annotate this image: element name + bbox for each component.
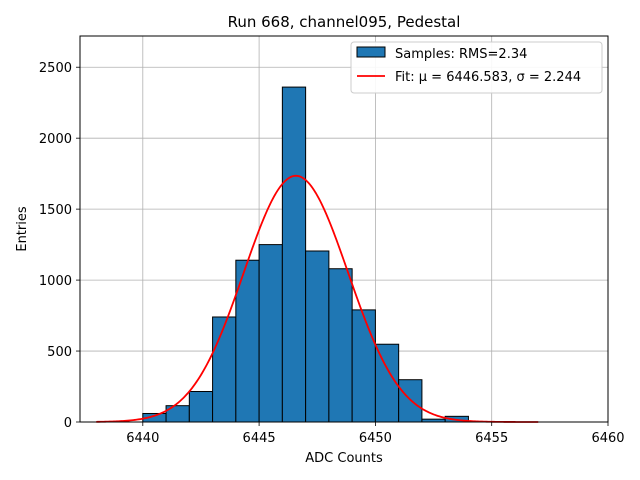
y-tick-label: 500 (47, 345, 72, 360)
histogram-bar (351, 309, 376, 423)
x-axis-ticks: 6440 6445 6450 6455 6460 (126, 422, 625, 446)
legend: Samples: RMS=2.34 Fit: μ = 6446.583, σ =… (350, 41, 603, 94)
fit-curve (96, 174, 539, 423)
fit-curve-group (96, 174, 539, 423)
legend-fit-prefix: Fit: (395, 70, 419, 85)
x-tick-label: 6440 (126, 431, 159, 446)
histogram-bars (142, 86, 469, 423)
histogram-bar (258, 244, 283, 423)
legend-fit-mu: μ = 6446.583 (419, 70, 508, 85)
x-tick-label: 6450 (359, 431, 392, 446)
legend-fit-sigma: σ = 2.244 (517, 70, 582, 85)
chart-title: Run 668, channel095, Pedestal (228, 13, 461, 31)
y-tick-label: 1000 (39, 274, 72, 289)
y-tick-label: 2000 (39, 132, 72, 147)
histogram-bar (305, 250, 330, 423)
legend-fit-separator: , (508, 70, 516, 85)
y-tick-label: 2500 (39, 61, 72, 76)
y-tick-label: 0 (64, 416, 72, 431)
legend-histogram-swatch (356, 46, 386, 58)
plot-frame (79, 35, 609, 423)
y-axis-ticks: 0 500 1000 1500 2000 2500 (39, 61, 80, 431)
x-tick-label: 6460 (591, 431, 624, 446)
histogram-bar (328, 268, 353, 423)
y-tick-label: 1500 (39, 203, 72, 218)
histogram-bar (281, 86, 307, 423)
histogram-bar (188, 390, 214, 423)
legend-fit-label: Fit: μ = 6446.583, σ = 2.244 (395, 70, 581, 85)
histogram-bar (212, 316, 237, 423)
x-axis-label: ADC Counts (305, 451, 383, 466)
legend-histogram-label: Samples: RMS=2.34 (395, 47, 527, 62)
y-axis-label: Entries (15, 206, 30, 252)
x-tick-label: 6455 (475, 431, 508, 446)
legend-box (350, 41, 603, 94)
x-tick-label: 6445 (243, 431, 276, 446)
